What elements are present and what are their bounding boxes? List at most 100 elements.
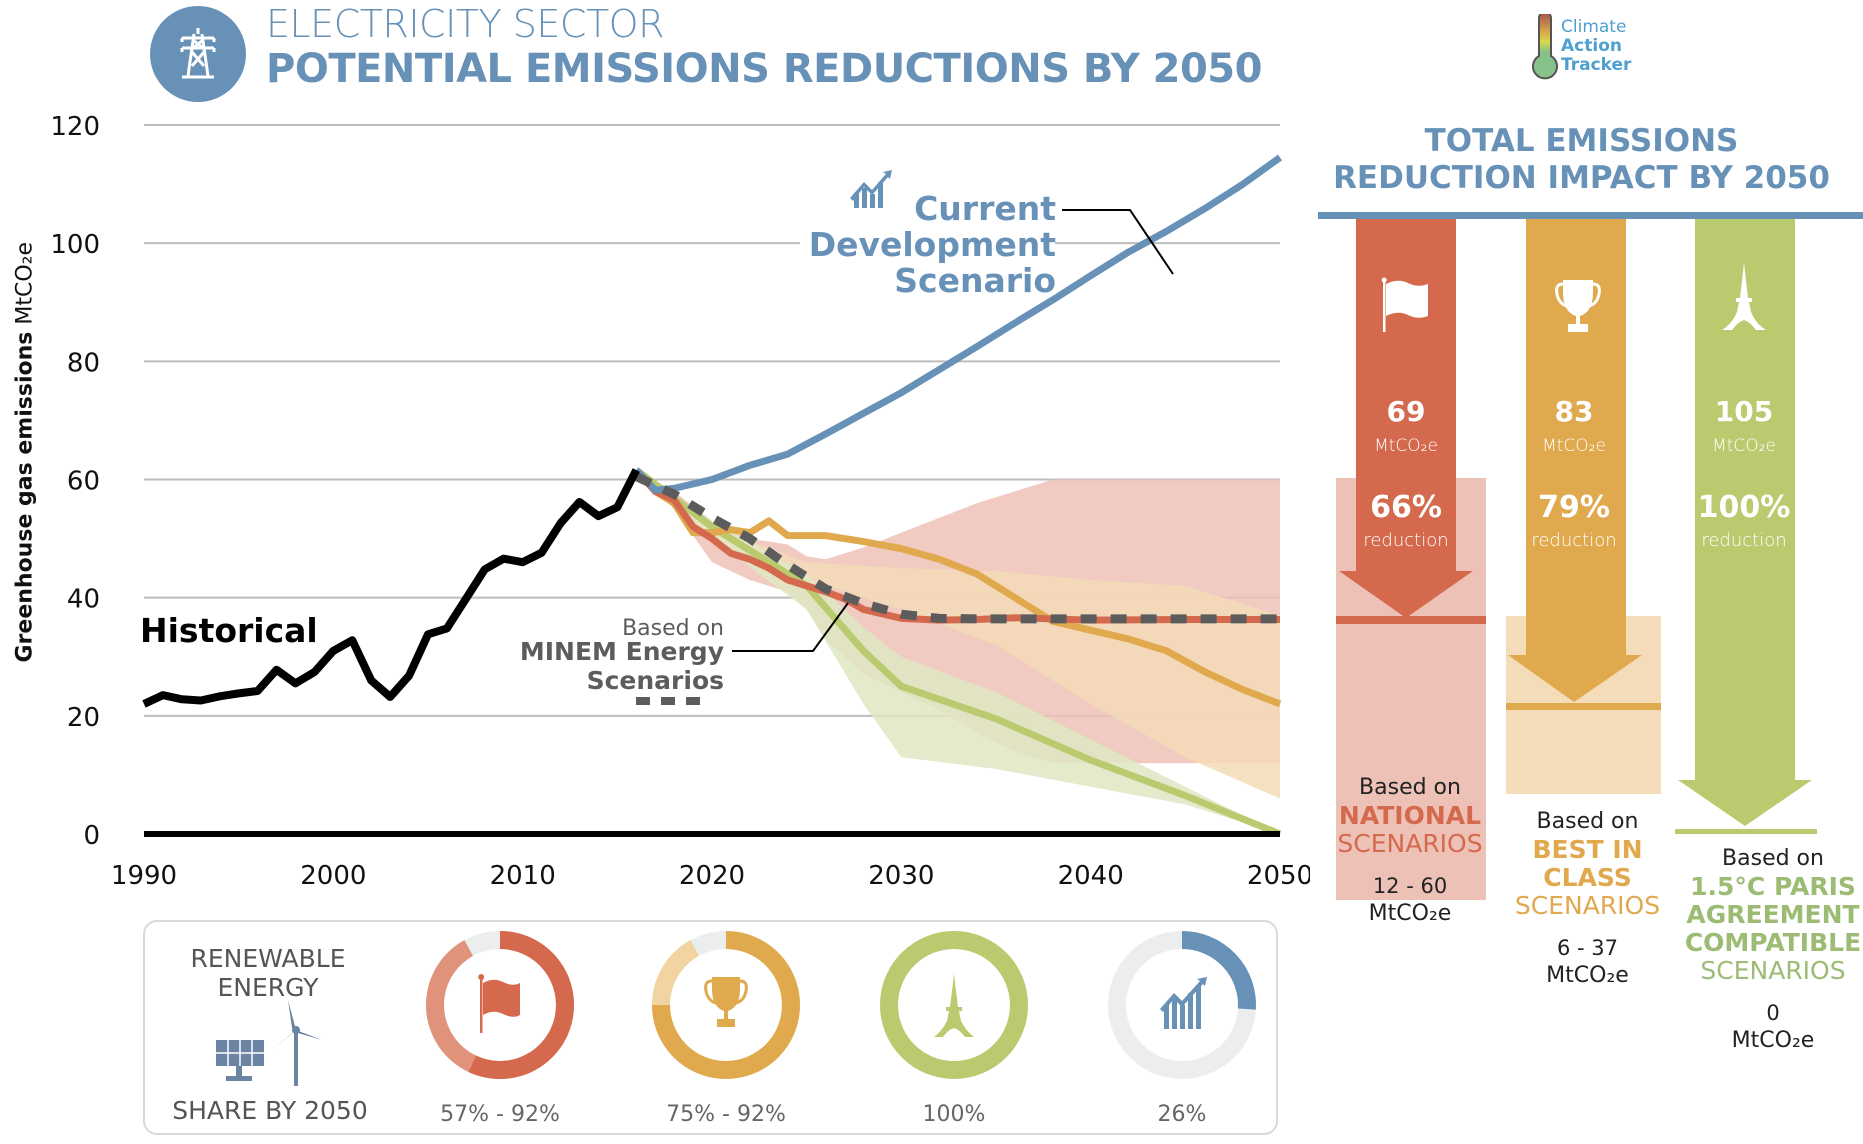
best-range-unit: MtCO₂e <box>1546 963 1629 988</box>
donut-2 <box>880 931 1028 1079</box>
y-tick-label: 80 <box>67 348 100 378</box>
reduction-arrows <box>1318 212 1863 900</box>
historical-label: Historical <box>140 611 318 650</box>
paris-value: 105 <box>1714 395 1774 428</box>
best-value: 83 <box>1554 395 1594 428</box>
best-percent-label: reduction <box>1531 530 1617 551</box>
band-paris-range <box>636 470 1280 834</box>
paris-percent: 100% <box>1697 490 1791 525</box>
logo-text: Climate Action Tracker <box>1561 18 1631 75</box>
y-tick-label: 0 <box>83 821 100 851</box>
best-arrow <box>1508 219 1642 702</box>
paris-range-unit: MtCO₂e <box>1731 1028 1815 1053</box>
line-current-development-scenario <box>633 154 1283 494</box>
national-scenarios: SCENARIOS <box>1337 829 1483 858</box>
national-caption: Based on NATIONAL SCENARIOS 12 - 60 MtCO… <box>1320 774 1500 928</box>
growth-chart-icon <box>1160 977 1207 1029</box>
y-tick-label: 60 <box>67 467 100 497</box>
y-tick-label: 120 <box>50 112 100 142</box>
minem-label-1: Based on <box>622 616 724 641</box>
trophy-icon <box>1555 280 1601 332</box>
paris-unit: MtCO₂e <box>1712 436 1776 456</box>
solar-wind-icon <box>216 1000 322 1086</box>
donut-low-segment <box>652 931 800 1079</box>
best-highlight: BEST IN CLASS <box>1532 835 1643 892</box>
x-tick-label: 2010 <box>490 861 556 891</box>
paris-based-on: Based on <box>1722 846 1824 871</box>
renewable-share-panel <box>143 920 1278 1135</box>
donut-low-segment <box>1181 931 1256 1010</box>
paris-percent-label: reduction <box>1701 530 1787 551</box>
donut-0 <box>426 931 574 1079</box>
best-scenarios: SCENARIOS <box>1514 891 1661 920</box>
renewable-donuts <box>426 931 1256 1079</box>
eiffel-tower-icon <box>934 973 974 1037</box>
paris-range: 0 <box>1766 1001 1780 1025</box>
y-tick-label: 20 <box>67 703 100 733</box>
label-background <box>800 195 1055 295</box>
y-tick-label: 40 <box>67 585 100 615</box>
donut-label-best: 75% - 92% <box>666 1102 786 1127</box>
line-1-5-c-paris-compatible <box>634 467 1282 838</box>
donut-label-national: 57% - 92% <box>440 1102 560 1127</box>
paris-caption: Based on 1.5°C PARIS AGREEMENT COMPATIBL… <box>1673 845 1863 1055</box>
national-range: 12 - 60 <box>1372 874 1448 898</box>
national-based-on: Based on <box>1359 775 1461 800</box>
national-end-line <box>1336 616 1486 624</box>
power-pylon-icon <box>150 6 246 102</box>
donut-3 <box>1108 931 1256 1079</box>
current-scenario-label-2: Development <box>809 225 1057 264</box>
renewable-title-1: RENEWABLE <box>190 944 346 973</box>
band-best-in-class-range <box>636 470 1280 799</box>
eiffel-tower-icon <box>1722 262 1766 330</box>
best-based-on: Based on <box>1536 809 1639 834</box>
x-tick-label: 2020 <box>679 861 745 891</box>
annotations: Current Development Scenario Historical … <box>140 170 1174 705</box>
renewable-title: RENEWABLE ENERGY <box>168 944 368 1002</box>
x-tick-label: 2030 <box>868 861 934 891</box>
donut-label-paris: 100% <box>922 1102 986 1127</box>
current-scenario-leader <box>1062 209 1174 275</box>
logo-line-action: Action <box>1561 36 1622 56</box>
current-scenario-label-3: Scenario <box>894 261 1056 300</box>
best-range: 6 - 37 <box>1556 936 1618 960</box>
growth-chart-icon <box>850 170 892 208</box>
renewable-subtitle: SHARE BY 2050 <box>172 1096 368 1125</box>
best-unit: MtCO₂e <box>1542 436 1606 456</box>
best-percent: 79% <box>1538 490 1610 525</box>
x-tick-label: 1990 <box>111 861 177 891</box>
y-tick-label: 100 <box>50 230 100 260</box>
paris-arrow <box>1678 219 1812 826</box>
minem-label-2: MINEM Energy <box>520 637 724 666</box>
reduction-title-2: REDUCTION IMPACT BY 2050 <box>1333 160 1830 196</box>
paris-end-line <box>1675 829 1817 834</box>
x-tick-label: 2000 <box>300 861 366 891</box>
line-historical <box>142 468 640 708</box>
reduction-baseline-bar <box>1318 212 1863 219</box>
national-arrow <box>1339 219 1473 618</box>
logo-line-climate: Climate <box>1561 17 1627 37</box>
reduction-impact-title: TOTAL EMISSIONS REDUCTION IMPACT BY 2050 <box>1300 123 1863 197</box>
scenario-lines <box>142 154 1283 838</box>
best-end-line <box>1506 703 1661 710</box>
best-caption: Based on BEST IN CLASS SCENARIOS 6 - 37 … <box>1500 808 1675 990</box>
national-percent-label: reduction <box>1363 530 1449 551</box>
logo-line-tracker: Tracker <box>1561 55 1632 75</box>
national-percent: 66% <box>1370 490 1442 525</box>
x-tick-label: 2050 <box>1247 861 1310 891</box>
current-scenario-label-1: Current <box>914 189 1056 228</box>
title-sector: ELECTRICITY SECTOR <box>266 2 664 46</box>
scenario-ranges <box>636 470 1280 834</box>
donut-high-segment <box>880 931 1028 1079</box>
line-minem-energy-scenarios <box>634 472 1280 624</box>
donut-1 <box>652 931 800 1079</box>
minem-leader <box>732 602 849 652</box>
reduction-title-1: TOTAL EMISSIONS <box>1424 123 1739 159</box>
paris-scenarios: SCENARIOS <box>1700 956 1846 985</box>
paris-highlight: 1.5°C PARIS AGREEMENT COMPATIBLE <box>1684 872 1862 957</box>
renewable-title-2: ENERGY <box>217 973 319 1002</box>
flag-icon <box>1381 277 1428 332</box>
thermometer-icon <box>1532 11 1558 80</box>
